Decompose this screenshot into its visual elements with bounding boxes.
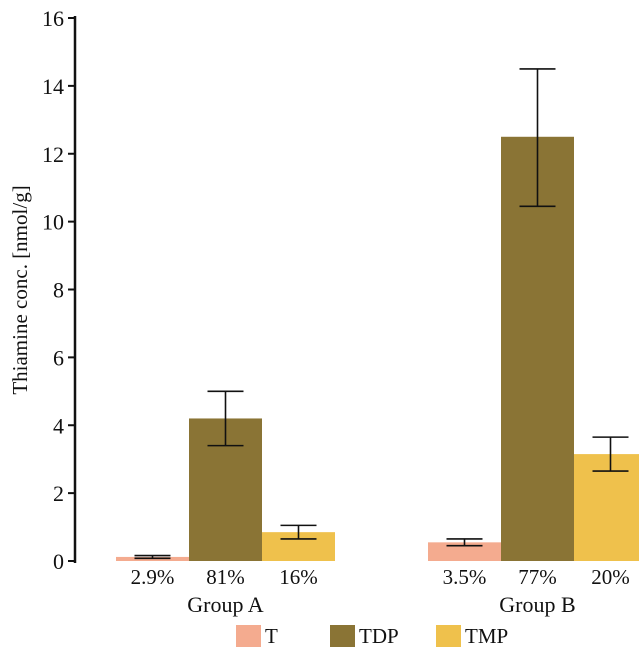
percent-label: 16% xyxy=(279,565,318,589)
y-axis: 0 2 4 6 8 10 12 14 16 xyxy=(42,6,77,574)
y-tick-label: 16 xyxy=(42,6,64,31)
y-tick-label: 0 xyxy=(53,549,64,574)
legend-label-tmp: TMP xyxy=(465,624,508,648)
category-labels: Group A Group B xyxy=(187,592,575,617)
y-tick-label: 12 xyxy=(42,142,64,167)
legend-label-t: T xyxy=(265,624,278,648)
y-tick-label: 6 xyxy=(53,345,64,370)
percent-label: 77% xyxy=(518,565,557,589)
legend-swatch-tdp xyxy=(330,625,355,647)
y-tick-label: 8 xyxy=(53,278,64,303)
legend-swatch-t xyxy=(236,625,261,647)
legend-label-tdp: TDP xyxy=(359,624,399,648)
percent-labels: 2.9% 81% 16% 3.5% 77% 20% xyxy=(131,565,630,589)
percent-label: 81% xyxy=(206,565,245,589)
legend-swatch-tmp xyxy=(436,625,461,647)
y-axis-label: Thiamine conc. [nmol/g] xyxy=(8,185,32,394)
y-tick-label: 14 xyxy=(42,74,64,99)
bar-tdp xyxy=(501,136,574,561)
bars xyxy=(116,136,639,561)
y-tick-label: 10 xyxy=(42,210,64,235)
error-bars xyxy=(134,68,629,560)
percent-label: 20% xyxy=(591,565,630,589)
bar-tmp xyxy=(574,454,639,561)
legend: T TDP TMP xyxy=(236,624,508,648)
category-label: Group A xyxy=(187,592,264,617)
percent-label: 2.9% xyxy=(131,565,175,589)
bar-t xyxy=(428,542,501,561)
y-tick-label: 2 xyxy=(53,481,64,506)
category-label: Group B xyxy=(499,592,575,617)
y-tick-label: 4 xyxy=(53,413,64,438)
percent-label: 3.5% xyxy=(443,565,487,589)
